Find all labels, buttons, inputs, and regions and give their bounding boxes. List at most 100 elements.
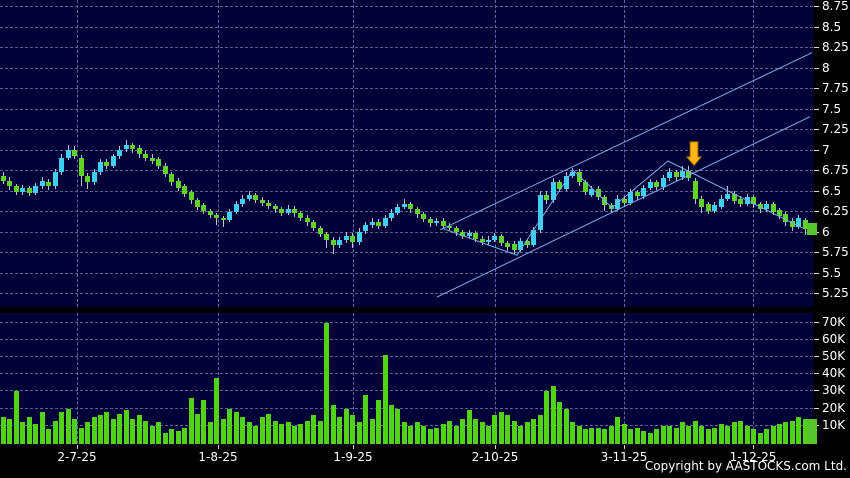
candle	[66, 149, 71, 158]
candle	[92, 172, 97, 183]
candle	[395, 206, 400, 213]
candle	[583, 182, 588, 193]
price-gridline	[0, 26, 813, 28]
candle	[719, 198, 724, 207]
candle	[1, 175, 6, 181]
price-axis-label: 5.5	[822, 265, 842, 280]
volume-bar	[66, 409, 71, 444]
candle	[674, 172, 679, 178]
candle	[286, 208, 291, 213]
candle	[40, 180, 45, 187]
volume-axis-label: 70K	[822, 314, 846, 329]
candle	[137, 147, 142, 155]
candle	[33, 186, 38, 193]
volume-bar	[137, 415, 142, 444]
volume-bar	[454, 426, 459, 444]
volume-bar	[195, 414, 200, 444]
volume-bar	[628, 429, 633, 444]
date-axis-label: 2-10-25	[471, 450, 519, 464]
volume-bar	[738, 421, 743, 444]
volume-bar	[596, 428, 601, 444]
date-gridline	[218, 0, 219, 307]
candle	[208, 211, 213, 216]
price-axis-label: 8.5	[822, 19, 842, 34]
volume-bar	[324, 323, 329, 444]
last-volume-tag	[807, 419, 817, 444]
candle	[467, 233, 472, 236]
volume-bar	[473, 419, 478, 444]
volume-bar	[667, 426, 672, 444]
volume-axis-label: 50K	[822, 349, 846, 363]
candle	[622, 198, 627, 203]
candle	[201, 205, 206, 211]
candle	[363, 224, 368, 232]
date-gridline	[353, 0, 354, 307]
volume-bar	[615, 417, 620, 444]
candle	[693, 180, 698, 199]
candle	[447, 225, 452, 229]
candle	[130, 145, 135, 150]
date-axis-tick	[753, 445, 754, 449]
volume-bar	[758, 433, 763, 444]
candle	[589, 188, 594, 195]
price-gridline	[0, 190, 813, 192]
volume-bar	[214, 378, 219, 444]
candle	[402, 204, 407, 207]
candle	[337, 239, 342, 245]
candle	[564, 175, 569, 189]
candle	[46, 182, 51, 187]
volume-bar	[7, 419, 12, 444]
date-gridline	[77, 313, 78, 444]
price-axis-tick	[814, 129, 819, 130]
candle	[150, 157, 155, 161]
price-gridline	[0, 293, 813, 294]
date-axis-tick	[77, 445, 78, 449]
volume-bar	[221, 419, 226, 444]
candle	[777, 210, 782, 216]
candle	[344, 235, 349, 240]
volume-bar	[363, 395, 368, 444]
volume-bar	[538, 415, 543, 444]
price-gridline	[0, 252, 813, 253]
candle	[117, 149, 122, 157]
candle	[544, 194, 549, 201]
volume-bar	[111, 419, 116, 444]
volume-bar	[357, 422, 362, 444]
candle	[20, 188, 25, 193]
candle	[156, 159, 161, 166]
date-gridline	[753, 313, 754, 444]
volume-bar	[292, 426, 297, 444]
candle	[357, 231, 362, 243]
candle	[699, 198, 704, 207]
price-axis-label: 6.25	[822, 204, 849, 218]
volume-bar	[389, 405, 394, 444]
price-axis-label: 8.25	[822, 40, 849, 54]
volume-bar	[486, 426, 491, 444]
candle	[253, 195, 258, 200]
date-gridline	[77, 0, 78, 307]
candle-wick	[333, 237, 334, 254]
candle	[383, 218, 388, 226]
candle	[525, 241, 530, 245]
volume-bar	[699, 426, 704, 444]
candle	[273, 206, 278, 210]
price-gridline	[0, 149, 813, 151]
volume-bar	[92, 417, 97, 444]
candle	[751, 197, 756, 205]
candle-wick	[223, 215, 224, 228]
candle	[292, 208, 297, 214]
candle	[234, 204, 239, 212]
volume-bar	[337, 417, 342, 444]
candle	[745, 197, 750, 204]
price-gridline	[0, 129, 813, 130]
candle	[72, 149, 77, 157]
volume-bar	[72, 419, 77, 444]
volume-bar	[266, 414, 271, 444]
candle	[771, 204, 776, 212]
volume-bar	[240, 417, 245, 444]
volume-bar	[602, 429, 607, 444]
volume-axis-tick	[814, 390, 819, 392]
volume-bar	[305, 421, 310, 444]
volume-bar	[150, 426, 155, 444]
candle	[227, 211, 232, 220]
